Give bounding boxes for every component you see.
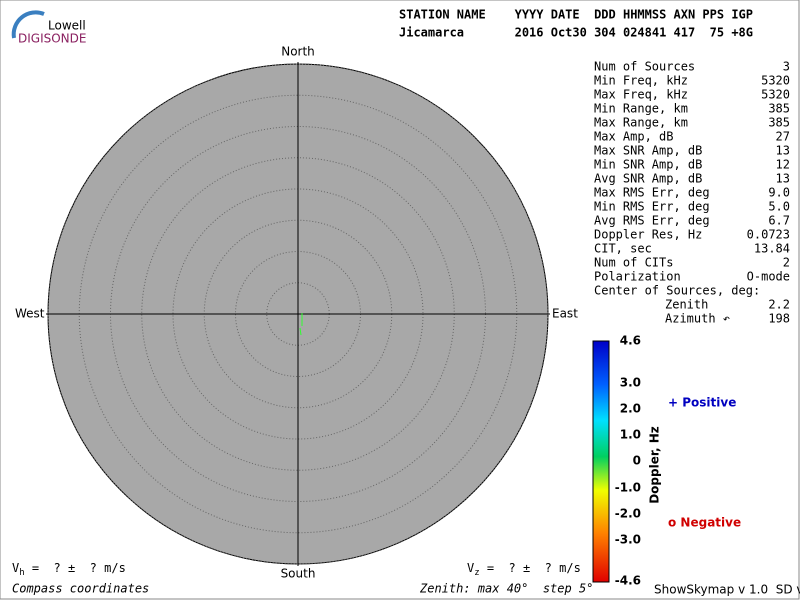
stat-label: CIT, sec	[594, 242, 652, 256]
colorbar-tick-label: -3.0	[615, 533, 641, 547]
stat-label: Min Range, km	[594, 102, 688, 116]
version: ShowSkymap v 1.0 SD v 4.2	[654, 583, 800, 597]
stat-label: Num of Sources	[594, 60, 695, 74]
stat-label: Max Amp, dB	[594, 130, 673, 144]
stat-value: 0.0723	[747, 228, 790, 242]
vh-text: Vh = ? ± ? m/s	[12, 561, 126, 578]
stats-table: Num of Sources 3 Min Freq, kHz 5320 Max Freq…	[594, 60, 790, 326]
stat-label: Max Freq, kHz	[594, 88, 688, 102]
header-labels: STATION NAME YYYY DATE DDD HHMMSS AXN PP…	[399, 8, 753, 22]
stat-value: 13	[776, 144, 790, 158]
east-label: East	[552, 307, 578, 321]
header-values: Jicamarca 2016 Oct30 304 024841 417 75 +…	[399, 26, 753, 40]
vz-value: = ? ± ? m/s	[480, 561, 581, 575]
stat-value: 5.0	[768, 200, 790, 214]
source-mark	[299, 327, 302, 336]
legend-positive: + Positive	[668, 396, 736, 410]
stat-value: 12	[776, 158, 790, 172]
stat-label: Num of CITs	[594, 256, 673, 270]
stat-value: O-mode	[747, 270, 790, 284]
stat-label: Max RMS Err, deg	[594, 186, 710, 200]
stat-value: 5320	[761, 74, 790, 88]
vz-sub: z	[474, 568, 479, 578]
vz-text: Vz = ? ± ? m/s	[467, 561, 581, 578]
stat-label: Polarization	[594, 270, 681, 284]
stat-value: 6.7	[768, 214, 790, 228]
coords-note: Compass coordinates	[12, 582, 149, 596]
south-label: South	[281, 567, 316, 581]
colorbar-tick-label: -1.0	[615, 481, 641, 495]
stat-value: 2	[783, 256, 790, 270]
colorbar-tick-label: 3.0	[620, 376, 641, 390]
stat-value: 27	[776, 130, 790, 144]
logo-arc	[11, 10, 45, 39]
stat-label: Doppler Res, Hz	[594, 228, 702, 242]
vz-symbol: V	[467, 561, 474, 575]
colorbar-tick-label: -2.0	[615, 507, 641, 521]
center-label: Azimuth ↶	[665, 312, 730, 326]
stat-label: Avg SNR Amp, dB	[594, 172, 702, 186]
center-title: Center of Sources, deg:	[594, 284, 760, 298]
vh-sub: h	[19, 568, 24, 578]
zenith-note: Zenith: max 40° step 5°	[419, 582, 593, 596]
vh-symbol: V	[12, 561, 19, 575]
colorbar-tick-label: -4.6	[615, 574, 641, 588]
stat-label: Max SNR Amp, dB	[594, 144, 702, 158]
colorbar-tick-label: 1.0	[620, 428, 641, 442]
north-label: North	[281, 45, 315, 59]
colorbar-tick-label: 4.6	[620, 334, 641, 348]
stat-value: 9.0	[768, 186, 790, 200]
stat-label: Avg RMS Err, deg	[594, 214, 710, 228]
legend-negative: o Negative	[668, 516, 741, 530]
skymap-dial	[46, 62, 550, 566]
logo-bottom: DIGISONDE	[18, 32, 86, 46]
logo-top: Lowell	[48, 19, 86, 33]
center-value: 2.2	[768, 298, 790, 312]
vh-value: = ? ± ? m/s	[25, 561, 126, 575]
stat-value: 385	[768, 116, 790, 130]
center-label: Zenith	[665, 298, 708, 312]
stat-label: Min RMS Err, deg	[594, 200, 710, 214]
stat-value: 3	[783, 60, 790, 74]
west-label: West	[15, 307, 45, 321]
stat-value: 13	[776, 172, 790, 186]
stat-label: Min Freq, kHz	[594, 74, 688, 88]
stat-value: 13.84	[754, 242, 790, 256]
stat-value: 385	[768, 102, 790, 116]
colorbar-tick-label: 0	[633, 454, 641, 468]
stat-label: Min SNR Amp, dB	[594, 158, 702, 172]
stat-value: 5320	[761, 88, 790, 102]
center-value: 198	[768, 312, 790, 326]
colorbar	[592, 340, 610, 583]
colorbar-tick-label: 2.0	[620, 402, 641, 416]
stat-label: Max Range, km	[594, 116, 688, 130]
colorbar-title: Doppler, Hz	[648, 426, 662, 504]
colorbar-ticks: 4.6 3.0 2.0 1.0 0 -1.0 -2.0 -3.0 -4.6	[615, 334, 641, 588]
